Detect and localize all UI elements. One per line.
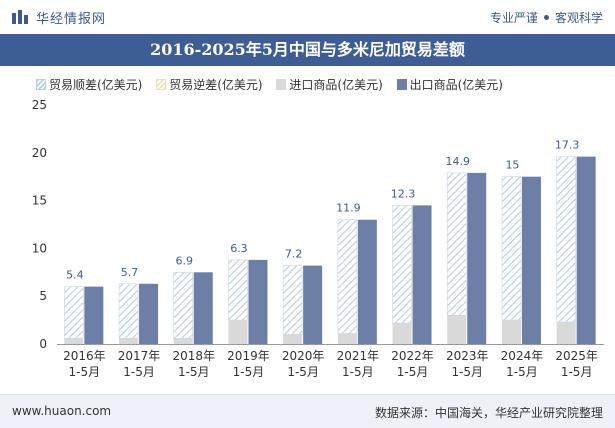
- y-tick-label: 10: [32, 241, 47, 255]
- surplus-bar: [228, 259, 248, 321]
- slogan-right: 客观科学: [554, 11, 603, 25]
- bar-chart: 0 5 10 15 20 25 5.4 5.7 6.9 6.3 7.2 11.9 12.3 14.9 15…: [32, 98, 604, 379]
- footer-url: www.huaon.com: [12, 404, 112, 418]
- import-bar: [501, 320, 521, 344]
- y-axis: 0 5 10 15 20 25: [32, 98, 47, 351]
- y-tick-label: 15: [32, 194, 47, 208]
- x-tick-label: 2023年: [446, 349, 489, 363]
- logo-icon: [12, 10, 28, 24]
- import-bar: [447, 315, 467, 344]
- legend-swatch-deficit: [156, 79, 167, 90]
- surplus-bar: [392, 205, 412, 324]
- data-label: 6.3: [230, 242, 248, 255]
- legend-label-export: 出口商品(亿美元): [409, 78, 503, 92]
- x-tick-label: 1-5月: [506, 365, 538, 379]
- x-tick-label: 1-5月: [233, 365, 265, 379]
- x-tick-label: 1-5月: [178, 365, 210, 379]
- x-axis: 2016年 1-5月 2017年 1-5月 2018年 1-5月 2019年 1-5月 2020…: [57, 344, 604, 379]
- x-tick-label: 1-5月: [451, 365, 483, 379]
- data-label: 5.4: [66, 269, 84, 282]
- legend-label-surplus: 贸易顺差(亿美元): [49, 78, 143, 92]
- surplus-bar: [173, 272, 194, 339]
- export-bar: [139, 283, 159, 344]
- x-tick-label: 2016年: [63, 349, 106, 363]
- y-tick-label: 20: [32, 146, 47, 160]
- export-bar: [412, 205, 432, 344]
- footer: www.huaon.com 数据来源：中国海关，华经产业研究院整理: [0, 394, 615, 428]
- legend-swatch-export: [396, 79, 407, 90]
- legend-label-import: 进口商品(亿美元): [289, 78, 383, 92]
- data-label: 12.3: [391, 187, 416, 200]
- dot-icon: [543, 15, 549, 20]
- legend-swatch-import: [276, 79, 287, 90]
- slogan-left: 专业严谨: [489, 11, 538, 25]
- import-bar: [64, 338, 84, 344]
- export-bar: [576, 156, 596, 344]
- surplus-bar: [556, 156, 576, 323]
- data-label: 5.7: [121, 266, 139, 279]
- legend-label-deficit: 贸易逆差(亿美元): [169, 78, 263, 92]
- export-bar: [84, 286, 104, 344]
- x-tick-label: 2021年: [337, 349, 380, 363]
- export-bar: [467, 172, 487, 344]
- x-tick-label: 2022年: [391, 349, 434, 363]
- x-tick-label: 1-5月: [561, 365, 593, 379]
- x-tick-label: 1-5月: [397, 365, 429, 379]
- x-tick-label: 2019年: [227, 349, 270, 363]
- data-label: 7.2: [285, 248, 303, 261]
- bars: 5.4 5.7 6.9 6.3 7.2 11.9 12.3 14.9 15 17.3: [64, 139, 596, 344]
- y-tick-label: 0: [39, 337, 47, 351]
- import-bar: [337, 333, 357, 344]
- x-tick-label: 2024年: [501, 349, 544, 363]
- x-tick-label: 2017年: [118, 349, 161, 363]
- legend-swatch-surplus: [36, 79, 46, 90]
- import-bar: [228, 320, 248, 344]
- logo-text: 华经情报网: [36, 12, 107, 27]
- surplus-bar: [282, 265, 303, 335]
- chart-legend: 贸易顺差(亿美元) 贸易逆差(亿美元) 进口商品(亿美元) 出口商品(亿美元): [36, 76, 513, 92]
- export-bar: [303, 265, 323, 344]
- data-label: 17.3: [555, 139, 580, 152]
- surplus-bar: [118, 283, 139, 339]
- import-bar: [283, 334, 303, 344]
- import-bar: [173, 338, 193, 344]
- legend-item-surplus: 贸易顺差(亿美元): [36, 76, 142, 93]
- import-bar: [556, 322, 576, 344]
- x-tick-label: 1-5月: [123, 365, 155, 379]
- surplus-bar: [337, 219, 358, 334]
- x-tick-label: 2025年: [555, 349, 598, 363]
- slogan: 专业严谨 客观科学: [490, 9, 603, 26]
- legend-item-import: 进口商品(亿美元): [276, 76, 383, 93]
- y-tick-label: 25: [32, 98, 47, 112]
- surplus-bar: [501, 176, 522, 321]
- x-tick-label: 1-5月: [287, 365, 319, 379]
- data-label: 11.9: [336, 202, 361, 215]
- data-label: 6.9: [176, 254, 194, 267]
- export-bar: [248, 259, 268, 344]
- top-bar: 华经情报网 专业严谨 客观科学: [0, 0, 615, 35]
- x-tick-label: 2020年: [282, 349, 325, 363]
- import-bar: [392, 322, 412, 344]
- chart-title: 2016-2025年5月中国与多米尼加贸易差额: [0, 34, 615, 66]
- surplus-bar: [446, 172, 467, 316]
- legend-item-export: 出口商品(亿美元): [396, 76, 503, 93]
- data-label: 15: [505, 159, 519, 172]
- y-tick-label: 5: [39, 289, 47, 303]
- surplus-bar: [64, 286, 84, 339]
- x-tick-label: 2018年: [172, 349, 215, 363]
- data-label: 14.9: [446, 155, 471, 168]
- footer-source: 数据来源：中国海关，华经产业研究院整理: [374, 406, 603, 420]
- legend-item-deficit: 贸易逆差(亿美元): [156, 76, 263, 93]
- x-tick-label: 1-5月: [69, 365, 101, 379]
- export-bar: [193, 272, 213, 344]
- export-bar: [521, 176, 541, 344]
- export-bar: [357, 219, 377, 344]
- x-tick-label: 1-5月: [342, 365, 374, 379]
- import-bar: [119, 338, 139, 344]
